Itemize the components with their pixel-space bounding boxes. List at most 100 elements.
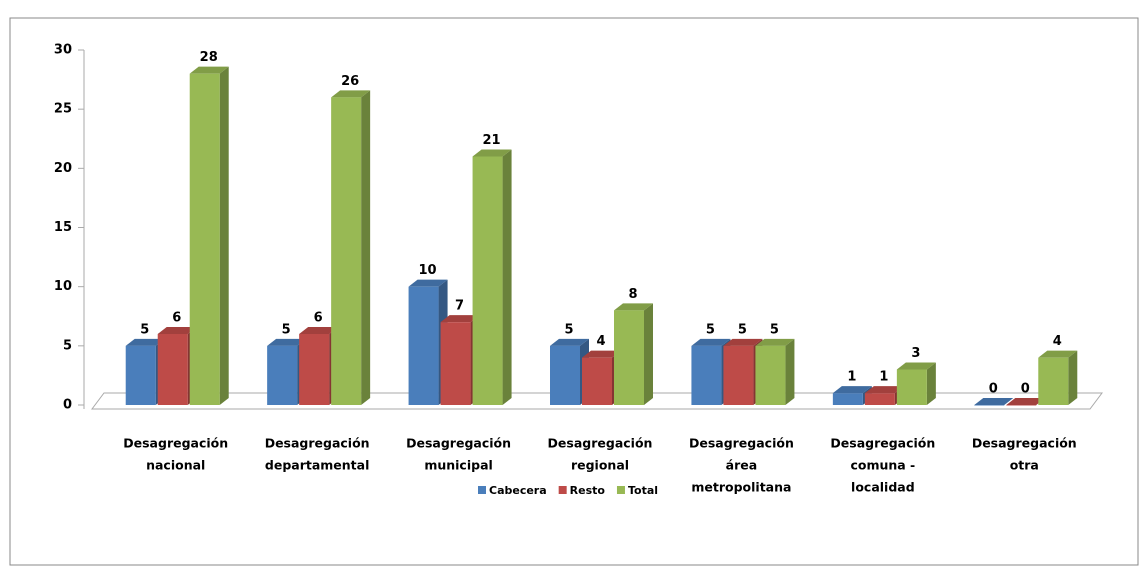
- x-tick-label: regional: [571, 458, 629, 473]
- bar-top: [331, 90, 371, 98]
- y-tick-label: 30: [54, 43, 72, 58]
- y-tick-label: 25: [54, 102, 72, 117]
- legend-swatch: [558, 486, 567, 494]
- legend-swatch: [478, 486, 486, 494]
- value-label: 0: [1021, 382, 1030, 397]
- x-tick-label: Desagregación: [689, 436, 794, 451]
- bar: [331, 97, 362, 405]
- bar-side: [361, 90, 371, 405]
- value-label: 1: [879, 370, 888, 385]
- value-label: 6: [172, 311, 181, 326]
- x-tick-label: departamental: [265, 458, 369, 473]
- x-tick-label: municipal: [424, 458, 492, 473]
- bar: [550, 345, 580, 405]
- bar: [267, 345, 298, 405]
- bar: [755, 345, 786, 405]
- x-tick-label: Desagregación: [406, 436, 511, 451]
- bar-top: [157, 327, 197, 334]
- bar-side: [785, 338, 795, 405]
- value-label: 3: [911, 346, 920, 361]
- bar-top: [896, 362, 936, 370]
- bar-side: [644, 303, 653, 405]
- bar-top: [189, 66, 229, 74]
- y-tick-label: 0: [63, 398, 72, 413]
- value-label: 5: [706, 322, 715, 337]
- x-tick-label: Desagregación: [548, 436, 653, 451]
- legend-label: Resto: [570, 484, 606, 497]
- bar: [974, 405, 1005, 406]
- bar-top: [864, 386, 904, 394]
- bar: [896, 369, 927, 405]
- bar-side: [502, 149, 512, 405]
- bar: [1006, 405, 1037, 406]
- x-tick-label: metropolitana: [691, 480, 791, 495]
- bar: [408, 286, 439, 405]
- y-tick-label: 20: [54, 161, 72, 176]
- legend-swatch: [616, 486, 625, 494]
- bar-top: [1006, 398, 1046, 405]
- bar: [189, 73, 220, 406]
- bar: [832, 393, 863, 405]
- bar-side: [219, 66, 229, 406]
- bar-top: [1038, 350, 1078, 358]
- bar: [125, 345, 156, 405]
- bar-top: [299, 327, 339, 334]
- x-tick-label: localidad: [851, 480, 915, 495]
- value-label: 21: [483, 133, 501, 148]
- bar-side: [1068, 350, 1078, 405]
- value-label: 5: [564, 322, 573, 337]
- bar-top: [267, 338, 307, 346]
- value-label: 26: [341, 74, 359, 89]
- value-label: 5: [282, 322, 291, 337]
- bar: [299, 334, 330, 405]
- y-tick-label: 15: [54, 220, 72, 235]
- value-label: 1: [847, 370, 856, 385]
- x-tick-label: Desagregación: [265, 436, 370, 451]
- bar-top: [550, 338, 589, 346]
- value-label: 0: [989, 382, 998, 397]
- bar-top: [614, 303, 653, 311]
- y-tick-label: 10: [54, 279, 72, 294]
- bar-top: [582, 350, 621, 358]
- value-label: 4: [1053, 334, 1062, 349]
- value-label: 4: [596, 334, 605, 349]
- x-tick-label: área: [726, 458, 758, 473]
- legend-label: Cabecera: [489, 484, 547, 497]
- bar-top: [974, 398, 1014, 405]
- legend-label: Total: [628, 484, 658, 497]
- value-label: 5: [140, 322, 149, 337]
- value-label: 10: [419, 263, 437, 278]
- bar: [440, 322, 471, 405]
- bar: [864, 393, 895, 405]
- bar: [1038, 357, 1069, 405]
- x-tick-label: nacional: [146, 458, 205, 473]
- x-tick-label: Desagregación: [972, 436, 1077, 451]
- x-tick-label: Desagregación: [123, 436, 228, 451]
- bar: [157, 334, 188, 405]
- value-label: 6: [314, 311, 323, 326]
- bar: [691, 345, 722, 405]
- bar: [472, 156, 503, 405]
- bar-top: [125, 338, 165, 346]
- bar-top: [723, 338, 763, 346]
- bar-top: [440, 315, 480, 323]
- value-label: 7: [455, 299, 464, 314]
- chart-frame: [9, 17, 1139, 566]
- bar-top: [472, 149, 512, 157]
- bar-top: [408, 279, 448, 287]
- bar-side: [926, 362, 936, 405]
- y-tick-label: 5: [63, 338, 72, 353]
- bar: [582, 357, 612, 405]
- bar-top: [691, 338, 731, 346]
- bar-top: [832, 386, 872, 394]
- value-label: 5: [770, 322, 779, 337]
- bar: [723, 345, 754, 405]
- value-label: 28: [200, 50, 218, 65]
- x-tick-label: otra: [1010, 458, 1039, 473]
- bar: [614, 310, 644, 405]
- x-tick-label: comuna -: [850, 458, 915, 473]
- bar-top: [755, 338, 795, 346]
- x-tick-label: Desagregación: [830, 436, 935, 451]
- value-label: 8: [628, 287, 637, 302]
